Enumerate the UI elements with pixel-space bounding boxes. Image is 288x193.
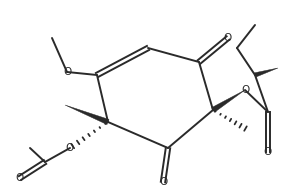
Polygon shape — [254, 68, 278, 77]
Text: O: O — [224, 33, 232, 43]
Text: O: O — [241, 85, 249, 95]
Text: O: O — [16, 173, 24, 183]
Text: O: O — [66, 143, 74, 153]
Polygon shape — [65, 105, 109, 124]
Text: O: O — [159, 177, 167, 187]
Text: O: O — [264, 147, 272, 157]
Text: O: O — [63, 67, 71, 77]
Polygon shape — [212, 90, 245, 112]
